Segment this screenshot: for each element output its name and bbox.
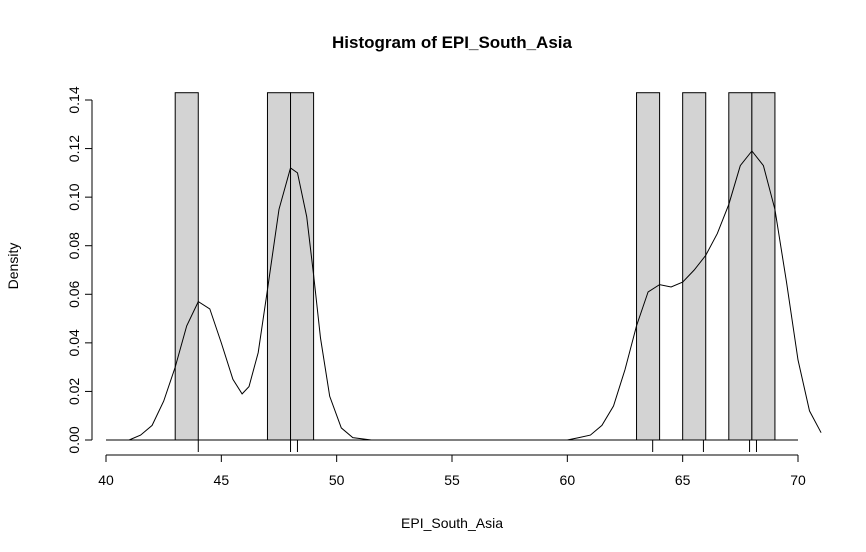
x-tick-label-40: 40 [98,472,114,488]
y-tick-label-5: 0.10 [66,183,82,210]
y-tick-label-7: 0.14 [66,86,82,113]
density-curve [128,150,822,441]
x-tick-label-70: 70 [790,472,806,488]
y-tick-label-6: 0.12 [66,135,82,162]
histogram-bars [174,92,776,441]
histogram-bar-7 [751,92,776,441]
histogram-bar-4 [636,92,661,441]
y-axis: 0.00 0.02 0.04 0.06 0.08 0.10 0.12 0.14 [66,86,93,454]
rug-marks [197,440,757,452]
histogram-bar-6 [728,92,753,441]
x-axis: 40 45 50 55 60 65 70 [98,454,806,488]
x-tick-label-60: 60 [560,472,576,488]
chart-title: Histogram of EPI_South_Asia [332,33,572,52]
histogram-bar-3 [290,92,315,441]
histogram-bar-5 [682,92,707,441]
density-line [128,150,822,441]
x-tick-label-45: 45 [214,472,230,488]
x-tick-label-65: 65 [675,472,691,488]
y-tick-label-0: 0.00 [66,426,82,453]
histogram-bar-1 [174,92,199,441]
x-tick-label-55: 55 [444,472,460,488]
y-tick-label-2: 0.04 [66,329,82,356]
y-tick-label-3: 0.06 [66,280,82,307]
y-axis-label: Density [5,243,21,290]
y-tick-label-1: 0.02 [66,378,82,405]
x-axis-label: EPI_South_Asia [401,515,503,531]
y-tick-label-4: 0.08 [66,232,82,259]
x-tick-label-50: 50 [329,472,345,488]
